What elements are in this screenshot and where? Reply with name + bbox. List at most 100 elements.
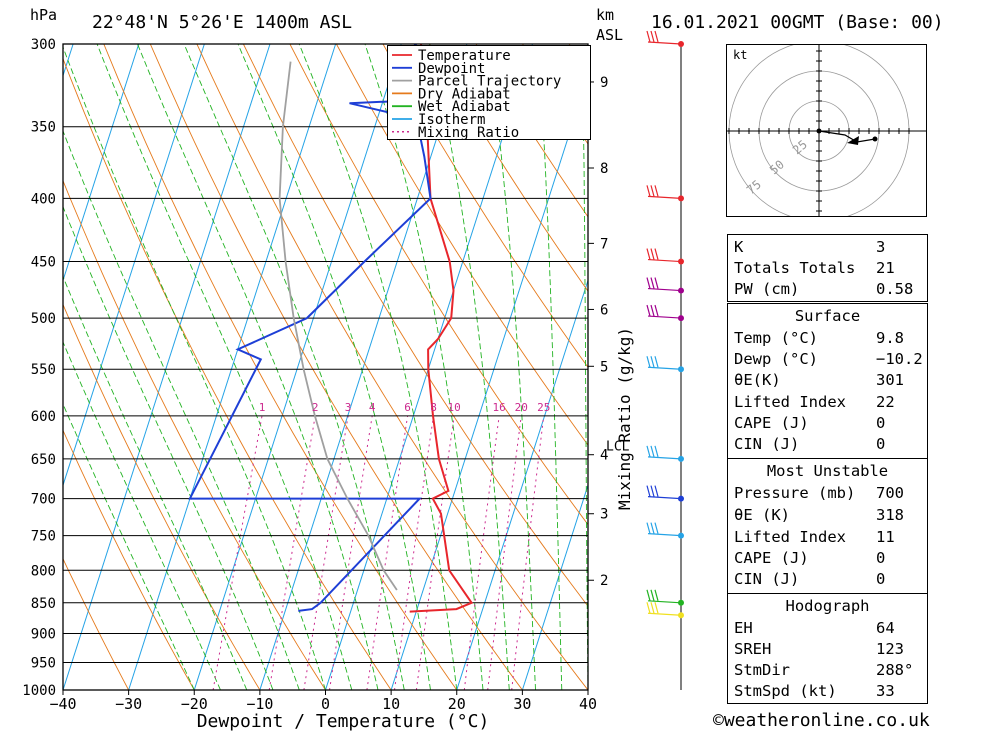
location-title: 22°48'N 5°26'E 1400m ASL (92, 12, 353, 33)
km-tick-label: 3 (600, 507, 608, 523)
wind-barb (646, 602, 682, 616)
wind-barb-flag (646, 277, 651, 289)
pressure-tick-label: 950 (31, 655, 56, 671)
wet-adiabat-line (96, 44, 353, 690)
wind-barb (646, 522, 682, 537)
mixing-ratio-label: 25 (537, 401, 550, 414)
mixing-ratio-line (366, 415, 409, 690)
legend-label: Parcel Trajectory (418, 74, 561, 90)
mixing-ratio-label: 6 (404, 401, 411, 414)
most-unstable-row: Pressure (mb) 700 (734, 484, 904, 502)
wind-barb-flag (646, 185, 651, 197)
wind-barb (646, 185, 682, 199)
wind-barb-flag (646, 248, 651, 260)
wind-barb (646, 277, 682, 292)
pressure-tick-label: 350 (31, 120, 56, 136)
wind-barb-flag (650, 304, 655, 317)
most-unstable-row: CAPE (J) 0 (734, 549, 886, 567)
pressure-tick-label: 550 (31, 362, 56, 378)
surface-row: Lifted Index 22 (734, 393, 895, 411)
pressure-tick-label: 1000 (22, 683, 56, 699)
wind-barb-shaft (647, 41, 682, 45)
wind-barb-shaft (647, 287, 682, 292)
surface-row: CAPE (J) 0 (734, 414, 886, 432)
lcl-label: LCL (606, 440, 630, 455)
wind-barb-flag (650, 445, 655, 458)
chart-legend: Temperature Dewpoint Parcel Trajectory Dry … (387, 45, 591, 141)
wind-barb-flag (646, 485, 651, 497)
wind-barb-flag (650, 356, 655, 368)
hodograph-stats-row: SREH 123 (734, 640, 904, 658)
pressure-tick-label: 650 (31, 452, 56, 468)
wind-barb-shaft (647, 533, 682, 537)
wet-adiabat-line (63, 403, 195, 690)
wet-adiabat-line (487, 44, 536, 690)
mixing-ratio-line (212, 415, 263, 690)
wind-barb-flag (646, 589, 651, 601)
legend-label: Isotherm (418, 112, 485, 128)
dewpoint-line (188, 44, 442, 612)
wind-barb-flag (650, 602, 655, 614)
wind-barb (646, 485, 682, 500)
mixing-ratio-label: 3 (345, 401, 352, 414)
hodograph-panel: kt 25 50 75 (726, 40, 927, 222)
km-tick-label: 2 (600, 573, 608, 589)
wind-barb-flag (650, 522, 655, 534)
x-tick-label: −40 (49, 695, 76, 713)
legend-label: Mixing Ratio (418, 125, 519, 139)
hodograph-ring-label: 75 (744, 177, 764, 197)
pressure-tick-label: 700 (31, 492, 56, 508)
x-tick-label: 40 (579, 695, 597, 713)
wind-barb (646, 356, 682, 370)
isotherm-line (456, 278, 588, 690)
wind-barb-flag (650, 589, 655, 601)
asl-axis-label: ASL (596, 26, 624, 44)
wind-barb-flag (646, 304, 651, 317)
wet-adiabat-line (364, 44, 484, 690)
pressure-tick-label: 400 (31, 191, 56, 207)
km-tick-label: 4 (600, 448, 608, 464)
mixing-ratio-label: 20 (515, 401, 528, 414)
stats-table: Surface Temp (°C) 9.8 Dewp (°C) −10.2 θE(K… (727, 303, 928, 704)
dry-adiabat-line (988, 44, 1000, 690)
km-axis-label: km (596, 6, 615, 24)
hodograph-unit-label: kt (733, 48, 747, 62)
legend-label: Dewpoint (418, 61, 485, 77)
pressure-tick-label: 300 (31, 37, 56, 53)
wind-barb-flag (654, 304, 659, 317)
wind-barb (646, 589, 682, 604)
isotherm-line (63, 44, 140, 283)
hpa-axis-label: hPa (30, 6, 58, 24)
dry-adiabat-line (63, 557, 129, 690)
dry-adiabat-line (941, 44, 1000, 690)
index-row-totals: Totals Totals 21 (734, 259, 895, 277)
km-tick-label: 5 (600, 359, 608, 375)
wind-barb-shaft (647, 366, 682, 370)
wind-barb-shaft (647, 456, 682, 460)
wind-barb-flag (654, 485, 659, 497)
hodograph-ring-label: 25 (790, 137, 810, 157)
wind-barb-flag (650, 185, 655, 197)
hodograph-trace (818, 130, 876, 143)
wind-barb-shaft (647, 600, 682, 604)
legend-label: Wet Adiabat (418, 99, 511, 115)
isotherm-line (128, 44, 337, 690)
parcel-trajectory-line (278, 61, 398, 591)
pressure-tick-label: 850 (31, 596, 56, 612)
pressure-tick-label: 900 (31, 626, 56, 642)
hodograph-end-dot (872, 136, 878, 142)
wind-barb-shaft (647, 496, 682, 500)
dry-adiabat-line (63, 429, 195, 690)
mixing-ratio-label: 2 (312, 401, 319, 414)
mixing-ratio-line (268, 415, 316, 690)
surface-row: Dewp (°C) −10.2 (734, 350, 923, 368)
surface-row: θE(K) 301 (734, 371, 904, 389)
wind-barb-flag (654, 248, 659, 260)
wind-barb-flag (654, 522, 659, 534)
mixing-ratio-label: 8 (430, 401, 437, 414)
legend-label: Temperature (418, 48, 511, 64)
surface-heading: Surface (794, 307, 861, 325)
wind-barb-flag (654, 277, 659, 289)
